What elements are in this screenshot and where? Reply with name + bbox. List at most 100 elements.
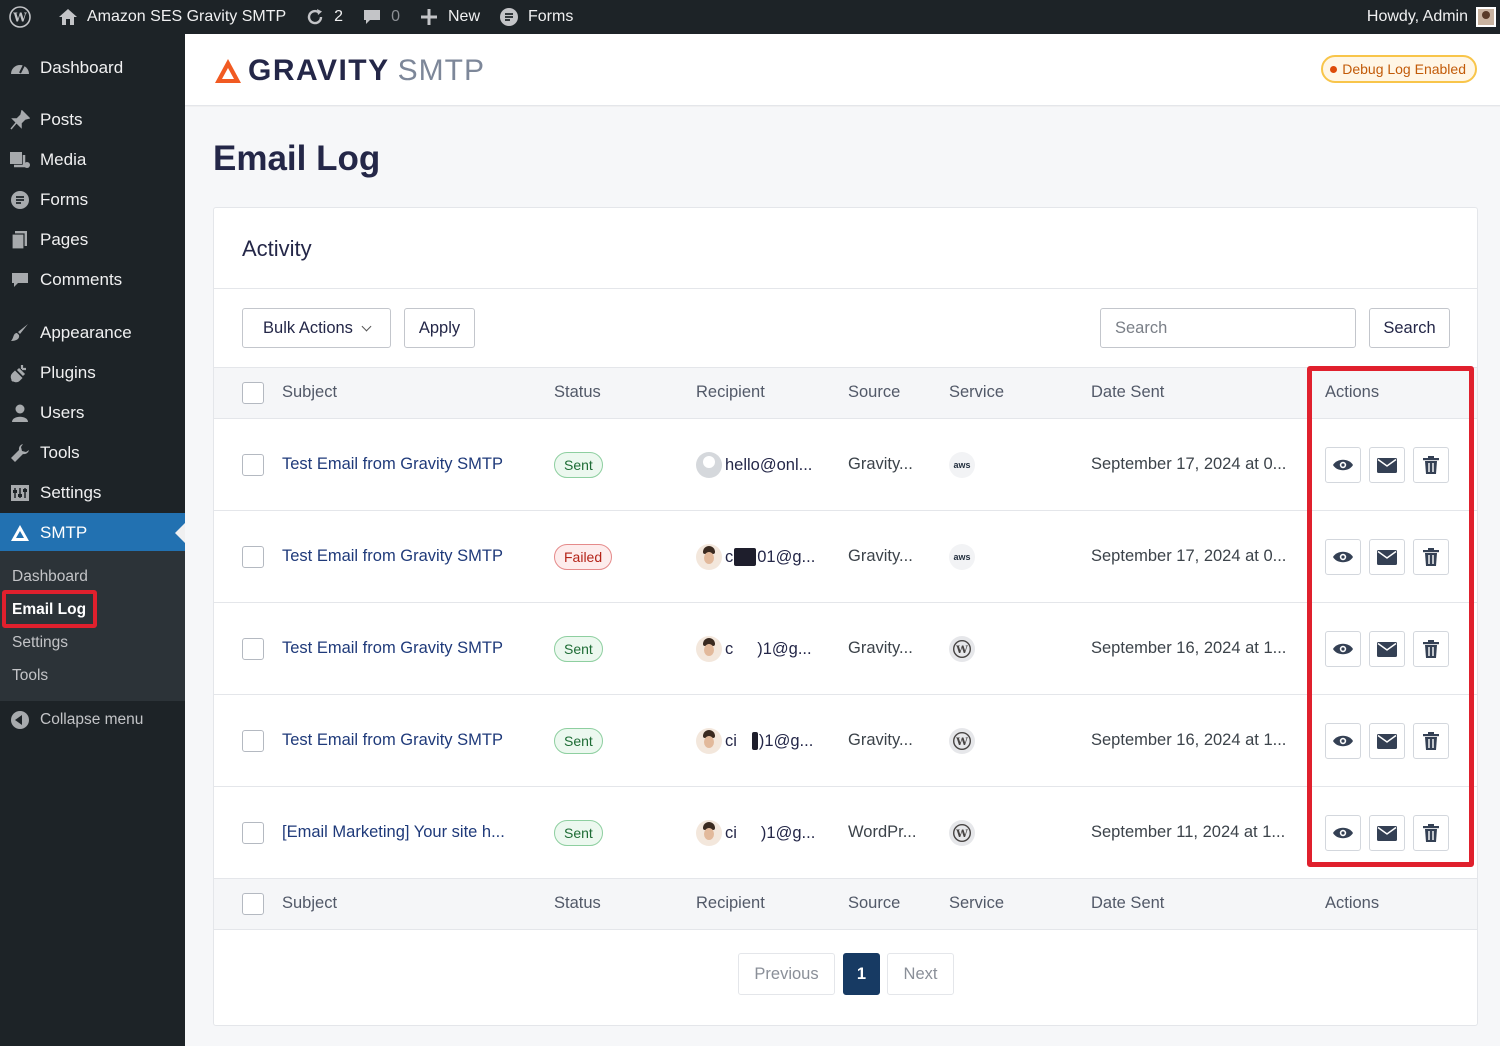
table-header: Subject Status Recipient Source Service … bbox=[214, 367, 1477, 419]
dashboard-icon bbox=[9, 57, 31, 79]
apply-button[interactable]: Apply bbox=[404, 308, 475, 348]
avatar bbox=[696, 636, 722, 662]
site-name-link[interactable]: Amazon SES Gravity SMTP bbox=[48, 0, 295, 34]
eye-icon bbox=[1333, 827, 1353, 839]
menu-plugins[interactable]: Plugins bbox=[0, 353, 185, 393]
new-label: New bbox=[447, 8, 480, 25]
row-checkbox[interactable] bbox=[242, 454, 264, 476]
row-subject-link[interactable]: Test Email from Gravity SMTP bbox=[282, 731, 503, 749]
row-checkbox[interactable] bbox=[242, 730, 264, 752]
menu-smtp[interactable]: SMTP bbox=[0, 513, 185, 553]
recipient-text: c bbox=[725, 639, 734, 658]
delete-button[interactable] bbox=[1413, 723, 1449, 759]
menu-media[interactable]: Media bbox=[0, 140, 185, 180]
menu-posts[interactable]: Posts bbox=[0, 100, 185, 140]
collapse-menu-button[interactable]: Collapse menu bbox=[0, 700, 185, 740]
menu-pages[interactable]: Pages bbox=[0, 220, 185, 260]
menu-forms[interactable]: Forms bbox=[0, 180, 185, 220]
menu-tools[interactable]: Tools bbox=[0, 433, 185, 473]
delete-button[interactable] bbox=[1413, 539, 1449, 575]
column-date-sent[interactable]: Date Sent bbox=[1091, 894, 1165, 912]
row-subject-link[interactable]: Test Email from Gravity SMTP bbox=[282, 455, 503, 473]
forms-link[interactable]: Forms bbox=[489, 0, 582, 34]
column-subject[interactable]: Subject bbox=[282, 894, 338, 912]
next-page-button[interactable]: Next bbox=[887, 953, 954, 995]
admin-bar: W Amazon SES Gravity SMTP 2 0 New Forms … bbox=[0, 0, 1500, 34]
search-input[interactable] bbox=[1100, 308, 1356, 348]
row-date-sent: September 17, 2024 at 0... bbox=[1091, 547, 1287, 565]
menu-comments[interactable]: Comments bbox=[0, 260, 185, 300]
column-recipient[interactable]: Recipient bbox=[696, 894, 765, 912]
wordpress-icon: W bbox=[9, 6, 31, 28]
row-subject-link[interactable]: Test Email from Gravity SMTP bbox=[282, 547, 503, 565]
delete-button[interactable] bbox=[1413, 447, 1449, 483]
column-service[interactable]: Service bbox=[949, 894, 1005, 912]
wordpress-logo-button[interactable]: W bbox=[0, 0, 48, 34]
updates-link[interactable]: 2 bbox=[295, 0, 352, 34]
row-date-sent: September 16, 2024 at 1... bbox=[1091, 731, 1287, 749]
site-name: Amazon SES Gravity SMTP bbox=[87, 8, 287, 25]
admin-sidebar: Dashboard Posts Media Forms Pages Commen… bbox=[0, 34, 185, 1046]
svg-text:W: W bbox=[955, 736, 968, 748]
table-footer: Subject Status Recipient Source Service … bbox=[214, 878, 1477, 930]
submenu-tools[interactable]: Tools bbox=[12, 667, 49, 684]
view-button[interactable] bbox=[1325, 631, 1361, 667]
menu-appearance[interactable]: Appearance bbox=[0, 313, 185, 353]
view-button[interactable] bbox=[1325, 815, 1361, 851]
resend-button[interactable] bbox=[1369, 447, 1405, 483]
select-all-checkbox[interactable] bbox=[242, 893, 264, 915]
envelope-icon bbox=[1377, 733, 1397, 749]
row-checkbox[interactable] bbox=[242, 638, 264, 660]
menu-settings[interactable]: Settings bbox=[0, 473, 185, 513]
view-button[interactable] bbox=[1325, 447, 1361, 483]
submenu-settings[interactable]: Settings bbox=[12, 634, 69, 651]
recipient-text: )1@g... bbox=[760, 823, 816, 842]
recipient-text: )1@g... bbox=[757, 639, 812, 658]
row-checkbox[interactable] bbox=[242, 822, 264, 844]
menu-label: Pages bbox=[40, 230, 89, 249]
debug-log-badge[interactable]: Debug Log Enabled bbox=[1321, 55, 1477, 83]
eye-icon bbox=[1333, 459, 1353, 471]
column-service[interactable]: Service bbox=[949, 383, 1005, 401]
row-checkbox[interactable] bbox=[242, 546, 264, 568]
column-source[interactable]: Source bbox=[848, 383, 901, 401]
resend-button[interactable] bbox=[1369, 815, 1405, 851]
eye-icon bbox=[1333, 643, 1353, 655]
page-1-button[interactable]: 1 bbox=[843, 953, 880, 995]
previous-page-button[interactable]: Previous bbox=[738, 953, 835, 995]
column-recipient[interactable]: Recipient bbox=[696, 383, 765, 401]
collapse-arrow-icon bbox=[11, 711, 29, 729]
resend-button[interactable] bbox=[1369, 723, 1405, 759]
new-content-link[interactable]: New bbox=[409, 0, 489, 34]
column-status[interactable]: Status bbox=[554, 383, 601, 401]
menu-label: Forms bbox=[40, 190, 89, 209]
column-subject[interactable]: Subject bbox=[282, 383, 338, 401]
column-date-sent[interactable]: Date Sent bbox=[1091, 383, 1165, 401]
my-account-link[interactable]: Howdy, Admin bbox=[1358, 0, 1500, 34]
row-recipient: c )1@g... bbox=[696, 636, 812, 662]
column-source[interactable]: Source bbox=[848, 894, 901, 912]
avatar bbox=[696, 452, 722, 478]
updates-count: 2 bbox=[334, 8, 344, 25]
delete-button[interactable] bbox=[1413, 631, 1449, 667]
submenu-dashboard[interactable]: Dashboard bbox=[12, 568, 88, 585]
resend-button[interactable] bbox=[1369, 539, 1405, 575]
menu-dashboard[interactable]: Dashboard bbox=[0, 48, 185, 88]
divider bbox=[214, 288, 1477, 289]
row-recipient: ci )1@g... bbox=[696, 728, 813, 754]
row-subject-link[interactable]: [Email Marketing] Your site h... bbox=[282, 823, 505, 841]
select-all-checkbox[interactable] bbox=[242, 382, 264, 404]
search-button[interactable]: Search bbox=[1369, 308, 1450, 348]
status-badge: Failed bbox=[554, 544, 613, 570]
column-status[interactable]: Status bbox=[554, 894, 601, 912]
resend-button[interactable] bbox=[1369, 631, 1405, 667]
row-subject-link[interactable]: Test Email from Gravity SMTP bbox=[282, 639, 503, 657]
view-button[interactable] bbox=[1325, 723, 1361, 759]
view-button[interactable] bbox=[1325, 539, 1361, 575]
menu-users[interactable]: Users bbox=[0, 393, 185, 433]
submenu-email-log[interactable]: Email Log bbox=[12, 601, 87, 618]
bulk-actions-select[interactable]: Bulk Actions bbox=[242, 308, 391, 348]
wordpress-icon: W bbox=[949, 820, 975, 846]
comments-link[interactable]: 0 bbox=[352, 0, 409, 34]
delete-button[interactable] bbox=[1413, 815, 1449, 851]
